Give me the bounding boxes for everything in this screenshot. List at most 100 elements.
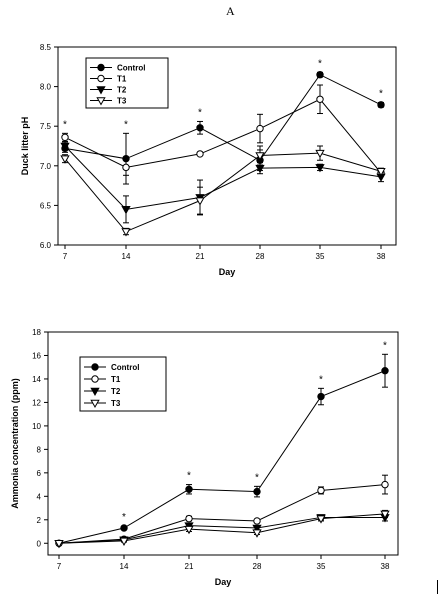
y-tick-label: 7.5	[40, 122, 52, 131]
series-line	[58, 370, 386, 544]
series-line	[58, 516, 385, 544]
x-axis-title: Day	[219, 267, 236, 277]
significance-marker: *	[255, 472, 259, 483]
x-tick-label: 35	[317, 562, 326, 571]
x-tick-label: 28	[256, 252, 265, 261]
series-t3	[54, 509, 390, 549]
data-point	[119, 537, 129, 546]
data-point	[60, 142, 70, 152]
chart-ph: 6.0 6.5 7.0 7.5 8.0 8.5 7 14 21 28 35 38 Day Duck lit…	[20, 43, 397, 277]
legend-marker	[96, 86, 106, 95]
y-tick-label: 14	[32, 375, 41, 384]
series-t2	[60, 141, 386, 224]
data-point	[317, 392, 325, 401]
data-point	[60, 155, 70, 164]
x-tick-label: 14	[120, 562, 129, 571]
x-tick-label: 7	[57, 562, 62, 571]
legend-label: T2	[111, 387, 121, 396]
legend-marker	[91, 363, 99, 371]
legend-label: T3	[117, 97, 127, 106]
significance-marker: *	[63, 119, 67, 130]
legend-label: T2	[117, 86, 127, 95]
data-point	[121, 206, 131, 215]
y-tick-label: 16	[32, 351, 41, 360]
data-point	[315, 149, 325, 159]
series-line	[58, 484, 386, 544]
data-point	[185, 485, 193, 493]
plot-frame	[47, 331, 399, 556]
significance-marker: *	[124, 119, 128, 130]
y-tick-label: 8.0	[40, 83, 52, 92]
series-line	[64, 74, 382, 161]
y-tick-label: 8.5	[40, 43, 52, 52]
y-tick-label: 6.0	[40, 241, 52, 250]
legend-label: Control	[117, 64, 145, 73]
significance-marker: *	[122, 512, 126, 523]
legend-label: T1	[117, 75, 127, 84]
x-tick-label: 38	[381, 562, 390, 571]
y-axis-title: Duck litter pH	[20, 117, 30, 176]
legend-marker	[97, 63, 105, 72]
y-tick-label: 6	[37, 469, 42, 478]
series-line	[64, 152, 382, 233]
data-point	[253, 487, 261, 496]
y-tick-label: 0	[37, 539, 42, 548]
legend-marker	[96, 97, 106, 106]
data-point	[253, 517, 261, 525]
x-tick-label: 35	[316, 252, 325, 261]
legend-marker	[90, 399, 100, 409]
chart-ammonia: 0 2 4 6 8 10 12 14 16 18 7 14 21 28 35 38 Day Ammonia con…	[10, 328, 399, 587]
y-axis-title: Ammonia concentration (ppm)	[10, 378, 20, 509]
y-tick-label: 2	[37, 516, 42, 525]
data-point	[376, 168, 386, 177]
significance-marker: *	[383, 340, 387, 351]
legend-label: T1	[111, 375, 121, 384]
y-tick-label: 10	[32, 422, 41, 431]
x-tick-label: 7	[63, 252, 68, 261]
data-point	[120, 524, 128, 532]
legend-marker	[90, 387, 100, 397]
data-point	[316, 515, 326, 524]
y-tick-label: 6.5	[40, 201, 52, 210]
series-line	[58, 513, 386, 544]
data-point	[316, 71, 324, 79]
significance-marker: *	[379, 88, 383, 99]
legend: Control T1 T2 T3	[79, 356, 167, 412]
legend-label: T3	[111, 399, 121, 408]
data-point	[380, 510, 390, 519]
data-point	[184, 525, 194, 535]
y-tick-label: 12	[32, 398, 41, 407]
significance-marker: *	[198, 107, 202, 118]
legend: Control T1 T2 T3	[85, 57, 169, 109]
x-tick-label: 28	[253, 562, 262, 571]
x-tick-label: 21	[196, 252, 205, 261]
y-tick-label: 7.0	[40, 162, 52, 171]
significance-marker: *	[318, 58, 322, 69]
y-tick-label: 4	[37, 492, 42, 501]
series-t1	[55, 474, 389, 547]
data-point	[256, 124, 264, 133]
y-tick-label: 8	[37, 445, 42, 454]
legend-label: Control	[111, 363, 139, 372]
data-point	[377, 101, 385, 109]
significance-marker: *	[187, 471, 191, 482]
data-point	[316, 95, 324, 103]
panel-label: A	[226, 4, 235, 18]
series-line	[64, 98, 382, 174]
legend-marker	[91, 375, 99, 383]
data-point	[195, 197, 205, 206]
data-point	[255, 164, 265, 174]
series-control	[55, 353, 389, 547]
series-t3	[60, 145, 386, 237]
data-point	[121, 228, 131, 237]
page-edge-mark	[437, 580, 438, 594]
data-point	[122, 163, 130, 172]
data-point	[381, 367, 389, 375]
data-point	[61, 133, 69, 141]
data-point	[196, 150, 204, 158]
x-tick-label: 14	[122, 252, 131, 261]
significance-marker: *	[319, 374, 323, 385]
data-point	[381, 480, 389, 489]
data-point	[315, 164, 325, 173]
